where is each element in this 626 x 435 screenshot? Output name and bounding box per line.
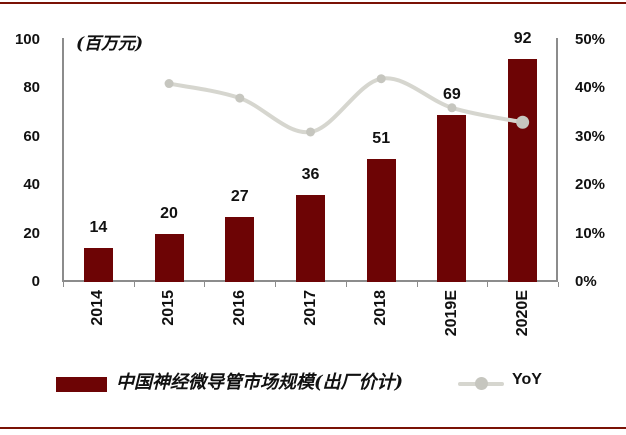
x-axis-tick-mark <box>133 282 135 287</box>
left-axis-unit-label: (百万元) <box>76 34 144 54</box>
right-axis-line <box>556 38 558 282</box>
yoy-marker <box>516 115 530 129</box>
legend: 中国神经微导管市场规模(出厂价计) YoY <box>0 365 626 400</box>
left-axis-tick-label: 20 <box>23 224 40 242</box>
legend-bar-label: 中国神经微导管市场规模(出厂价计) <box>116 372 404 393</box>
x-axis-tick-mark <box>275 282 277 287</box>
x-axis-tick-mark <box>558 282 559 287</box>
left-axis-tick-label: 100 <box>14 31 40 48</box>
bar <box>508 59 538 282</box>
bar-value-label: 51 <box>372 129 391 147</box>
left-axis-tick-label: 0 <box>31 273 40 290</box>
bar <box>296 194 325 282</box>
bar-value-label: 14 <box>89 219 108 237</box>
right-axis-tick-label: 40% <box>575 79 606 97</box>
bar-value-label: 36 <box>301 165 320 183</box>
x-axis-tick-mark <box>416 282 418 287</box>
yoy-marker <box>235 93 245 103</box>
bar <box>366 158 396 282</box>
yoy-marker <box>164 79 174 89</box>
legend-line-marker-icon <box>475 377 488 390</box>
left-axis-tick-label: 40 <box>23 176 40 194</box>
top-accent-rule <box>0 2 626 4</box>
left-axis-tick-label: 60 <box>23 127 40 145</box>
bar <box>225 216 255 282</box>
legend-bar-swatch <box>56 377 107 392</box>
x-axis-tick-mark <box>63 282 64 287</box>
yoy-line <box>167 76 525 135</box>
right-axis-tick-label: 10% <box>575 224 606 242</box>
bar <box>154 233 184 282</box>
bar <box>83 248 113 282</box>
yoy-marker <box>447 103 457 113</box>
legend-line-label: YoY <box>512 371 542 388</box>
bar-value-label: 27 <box>230 187 249 205</box>
right-axis-tick-label: 20% <box>575 176 606 194</box>
left-axis-line <box>62 38 64 282</box>
yoy-marker <box>306 127 315 137</box>
bar-value-label: 92 <box>513 30 532 48</box>
right-axis-tick-label: 0% <box>575 273 597 290</box>
yoy-marker <box>376 74 386 84</box>
bar-value-label: 20 <box>160 204 178 222</box>
bar <box>437 115 467 282</box>
x-axis-tick-mark <box>345 282 347 287</box>
left-axis-tick-label: 80 <box>23 79 40 97</box>
x-axis-tick-mark <box>487 282 489 287</box>
bar-value-label: 69 <box>443 86 461 104</box>
x-axis-tick-mark <box>204 282 206 287</box>
right-axis-tick-label: 30% <box>575 127 606 145</box>
right-axis-tick-label: 50% <box>575 31 606 48</box>
bottom-accent-rule <box>0 427 626 429</box>
